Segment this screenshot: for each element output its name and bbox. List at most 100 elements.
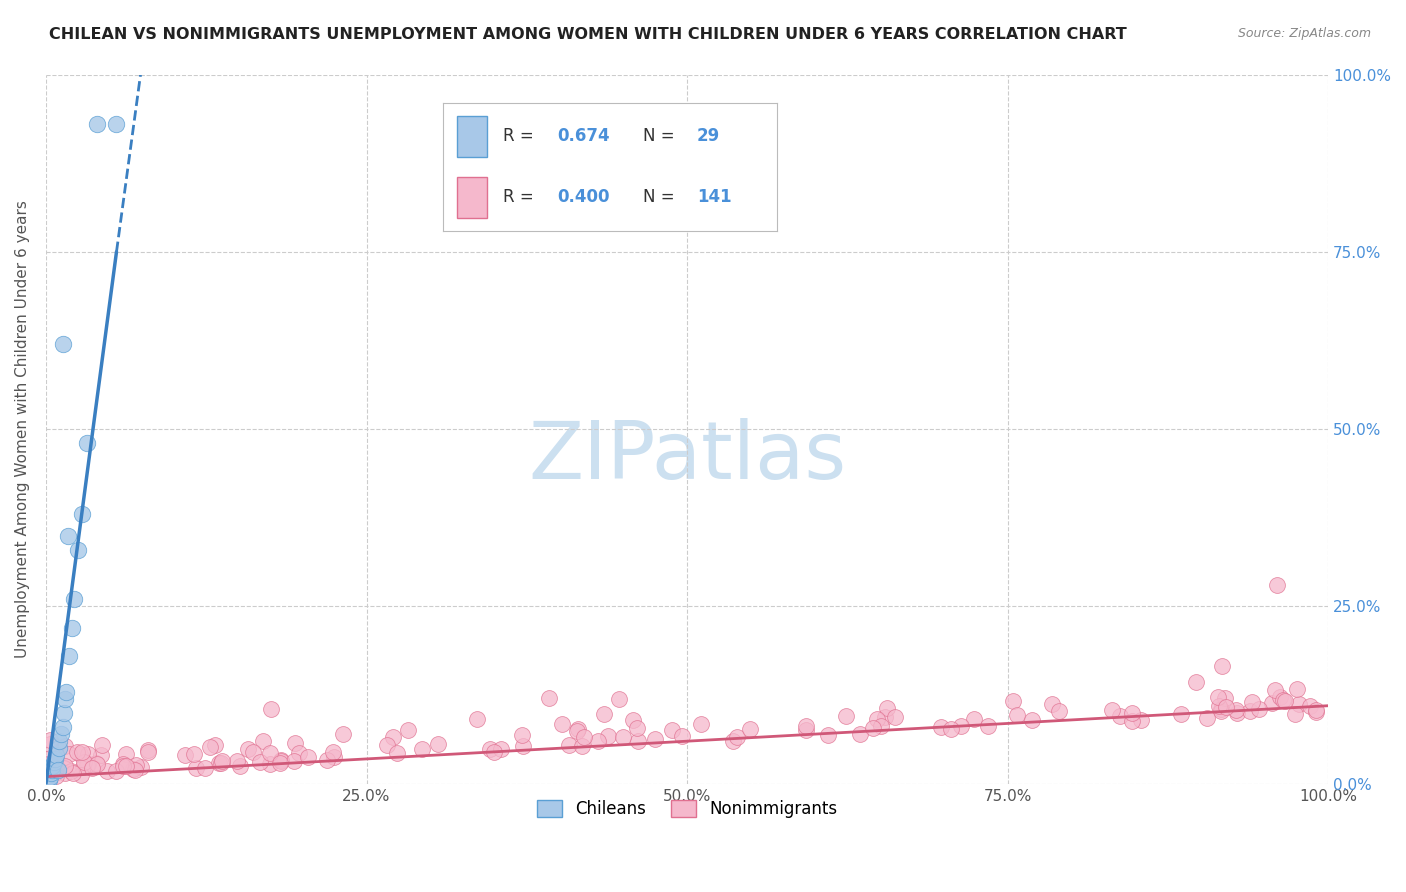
Point bbox=[512, 739, 534, 753]
Point bbox=[322, 745, 344, 759]
Point bbox=[1241, 695, 1264, 709]
Point bbox=[1208, 699, 1230, 714]
Point bbox=[41, 763, 63, 777]
Point bbox=[194, 761, 217, 775]
Point bbox=[1265, 578, 1288, 592]
Point bbox=[567, 722, 589, 736]
Point bbox=[52, 706, 75, 720]
Point bbox=[38, 738, 60, 752]
Point bbox=[862, 721, 884, 735]
Point bbox=[76, 747, 98, 761]
Point bbox=[91, 739, 114, 753]
Point bbox=[115, 759, 138, 773]
Point bbox=[90, 747, 112, 762]
Point bbox=[72, 760, 94, 774]
Point bbox=[1211, 704, 1233, 718]
Point bbox=[1226, 706, 1249, 720]
Point bbox=[1021, 713, 1043, 727]
Point bbox=[60, 621, 83, 635]
Point bbox=[817, 728, 839, 742]
Point bbox=[427, 737, 450, 751]
Point bbox=[465, 712, 488, 726]
Point bbox=[1270, 690, 1292, 704]
Point bbox=[1211, 701, 1233, 715]
Point bbox=[558, 738, 581, 752]
Point bbox=[1285, 682, 1308, 697]
Point bbox=[1215, 700, 1237, 714]
Point bbox=[977, 719, 1000, 733]
Point bbox=[38, 733, 60, 747]
Point bbox=[1272, 693, 1295, 707]
Point bbox=[873, 710, 896, 724]
Point bbox=[1001, 694, 1024, 708]
Point bbox=[76, 436, 98, 450]
Point bbox=[124, 764, 146, 778]
Point bbox=[396, 723, 419, 738]
Point bbox=[598, 729, 620, 743]
Point bbox=[586, 734, 609, 748]
Point bbox=[510, 728, 533, 742]
Point bbox=[1101, 703, 1123, 717]
Point bbox=[866, 713, 889, 727]
Point bbox=[104, 764, 127, 779]
Point bbox=[86, 117, 108, 131]
Point bbox=[482, 745, 505, 759]
Point bbox=[249, 755, 271, 769]
Point bbox=[571, 739, 593, 753]
Point bbox=[612, 730, 634, 744]
Point bbox=[60, 764, 83, 778]
Point bbox=[86, 757, 108, 772]
Point bbox=[53, 766, 76, 780]
Point bbox=[225, 755, 247, 769]
Point bbox=[46, 761, 69, 775]
Point bbox=[572, 730, 595, 744]
Point bbox=[42, 756, 65, 770]
Point bbox=[411, 741, 433, 756]
Point bbox=[37, 757, 59, 772]
Point bbox=[80, 761, 103, 775]
Point bbox=[174, 748, 197, 763]
Point bbox=[537, 690, 560, 705]
Point bbox=[58, 747, 80, 761]
Point bbox=[1195, 711, 1218, 725]
Point bbox=[1007, 708, 1029, 723]
Point bbox=[1299, 699, 1322, 714]
Point bbox=[62, 765, 84, 780]
Point bbox=[848, 727, 870, 741]
Point bbox=[48, 741, 70, 756]
Point bbox=[200, 740, 222, 755]
Point bbox=[1047, 704, 1070, 718]
Point bbox=[58, 649, 80, 664]
Point bbox=[1305, 705, 1327, 719]
Y-axis label: Unemployment Among Women with Children Under 6 years: Unemployment Among Women with Children U… bbox=[15, 200, 30, 658]
Point bbox=[1040, 698, 1063, 712]
Point bbox=[45, 748, 67, 763]
Point bbox=[627, 733, 650, 747]
Point bbox=[69, 747, 91, 761]
Point bbox=[53, 758, 76, 772]
Point bbox=[35, 773, 58, 788]
Point bbox=[1247, 702, 1270, 716]
Point bbox=[1170, 706, 1192, 721]
Point bbox=[1225, 703, 1247, 717]
Point bbox=[1185, 675, 1208, 690]
Point bbox=[183, 747, 205, 761]
Point bbox=[297, 749, 319, 764]
Point bbox=[382, 730, 405, 744]
Point bbox=[489, 741, 512, 756]
Point bbox=[1121, 714, 1143, 728]
Point bbox=[259, 746, 281, 760]
Point bbox=[44, 752, 66, 766]
Point bbox=[73, 755, 96, 769]
Legend: Chileans, Nonimmigrants: Chileans, Nonimmigrants bbox=[530, 794, 844, 825]
Point bbox=[45, 769, 67, 783]
Point bbox=[269, 756, 291, 771]
Point bbox=[115, 747, 138, 762]
Point bbox=[229, 759, 252, 773]
Point bbox=[870, 719, 893, 733]
Point bbox=[70, 745, 93, 759]
Point bbox=[129, 760, 152, 774]
Point bbox=[316, 753, 339, 767]
Point bbox=[794, 719, 817, 733]
Point bbox=[259, 756, 281, 771]
